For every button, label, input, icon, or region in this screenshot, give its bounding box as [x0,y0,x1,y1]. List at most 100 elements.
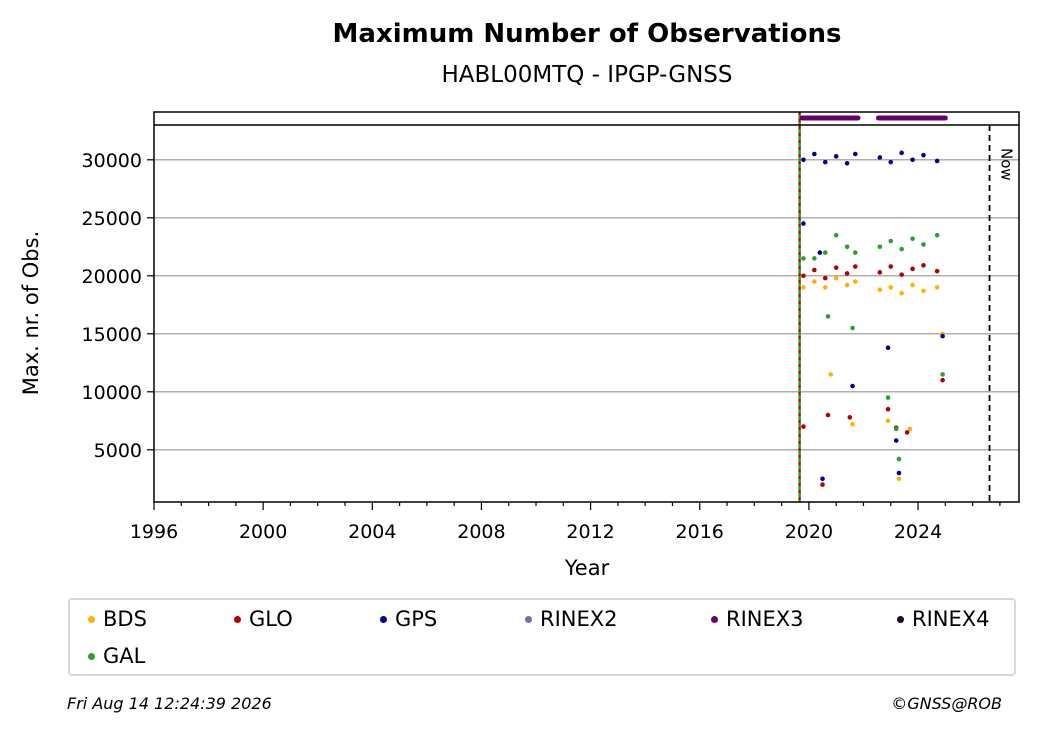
data-point-gal [934,232,940,238]
data-point-glo [885,406,891,412]
legend-item-rinex4: RINEX4 [897,606,990,632]
x-tick-label: 1996 [130,521,178,543]
legend-item-rinex3: RINEX3 [711,606,804,632]
data-point-glo [812,267,817,273]
data-point-glo [899,272,904,277]
data-point-glo [833,265,839,270]
data-point-gps [899,150,904,156]
y-tick-label: 20000 [82,266,142,288]
data-point-glo [877,270,883,275]
data-point-gps [801,221,806,226]
data-point-glo [825,412,831,418]
data-point-glo [940,377,945,383]
data-point-glo [852,264,858,269]
data-point-bds [850,421,855,427]
rinex3-marker-icon [711,615,718,623]
data-point-bds [852,279,858,284]
data-point-bds [822,285,828,290]
rinex2-marker-icon [525,615,532,623]
data-point-gps [822,159,828,165]
data-point-glo [904,430,910,435]
data-point-gps [817,250,823,255]
gal-marker-icon [88,652,95,660]
x-tick-label: 2024 [894,521,942,543]
data-point-bds [921,288,926,294]
data-point-glo [844,271,850,276]
footer-timestamp: Fri Aug 14 12:24:39 2026 [67,694,272,713]
data-point-gps [893,438,899,443]
data-point-glo [910,266,915,272]
data-point-gps [940,333,945,339]
legend-label-glo: GLO [249,607,293,631]
data-point-gal [825,314,831,319]
data-point-glo [801,424,806,429]
chart-title: Maximum Number of Observations [333,19,842,49]
x-tick-label: 2016 [676,521,724,543]
data-point-gal [921,242,926,247]
legend: BDS GLO GPS RINEX2 RINEX3 RINEX4 GAL [68,598,1016,676]
data-point-gal [910,236,915,241]
data-point-gps [896,470,902,476]
data-point-gal [801,256,806,261]
data-point-gps [910,157,915,163]
legend-label-bds: BDS [103,607,147,631]
y-axis-label: Max. nr. of Obs. [19,231,43,396]
legend-item-gal: GAL [88,643,145,669]
data-point-gps [888,159,894,165]
data-point-gps [921,152,926,158]
y-tick-label: 25000 [82,208,142,230]
data-point-bds [910,282,915,288]
legend-label-gps: GPS [395,607,438,631]
rinex4-marker-icon [897,615,904,623]
data-point-bds [812,279,817,284]
x-tick-label: 2012 [566,521,614,543]
legend-label-gal: GAL [103,644,146,668]
data-point-bds [899,290,904,296]
data-point-gal [893,426,899,432]
data-point-gps [801,157,806,163]
data-point-glo [888,264,894,269]
data-point-glo [847,415,853,420]
x-tick-label: 2004 [348,521,396,543]
data-point-glo [801,273,806,279]
gps-marker-icon [380,615,387,623]
legend-label-rinex4: RINEX4 [912,607,990,631]
data-point-glo [921,263,926,268]
data-point-gps [820,476,825,482]
legend-label-rinex2: RINEX2 [540,607,618,631]
data-point-bds [828,372,834,377]
y-tick-label: 10000 [82,382,142,404]
chart-subtitle: HABL00MTQ - IPGP-GNSS [441,62,732,88]
footer-credit: ©GNSS@ROB [891,694,1002,713]
legend-label-rinex3: RINEX3 [726,607,804,631]
legend-item-bds: BDS [88,606,147,632]
y-tick-label: 5000 [94,440,142,462]
legend-item-gps: GPS [380,606,437,632]
data-point-glo [822,275,828,281]
y-tick-label: 30000 [82,150,142,172]
data-point-gps [844,160,850,166]
legend-item-rinex2: RINEX2 [525,606,618,632]
data-point-bds [888,285,894,290]
data-point-gps [934,158,940,164]
legend-item-glo: GLO [234,606,293,632]
data-point-gal [833,232,839,238]
x-tick-label: 2008 [457,521,505,543]
data-point-gps [885,345,891,351]
data-point-bds [885,418,891,424]
data-point-gps [833,154,839,159]
data-point-gal [877,244,883,250]
data-point-bds [934,285,940,290]
data-point-gal [812,256,817,261]
data-point-gal [899,246,904,252]
data-point-gps [852,151,858,157]
data-point-glo [934,268,940,274]
data-point-gal [896,456,902,462]
data-point-bds [833,275,839,281]
data-point-gal [885,395,891,400]
data-point-gal [844,244,850,250]
data-point-bds [844,282,850,288]
x-tick-label: 2000 [239,521,287,543]
data-point-gal [852,250,858,255]
